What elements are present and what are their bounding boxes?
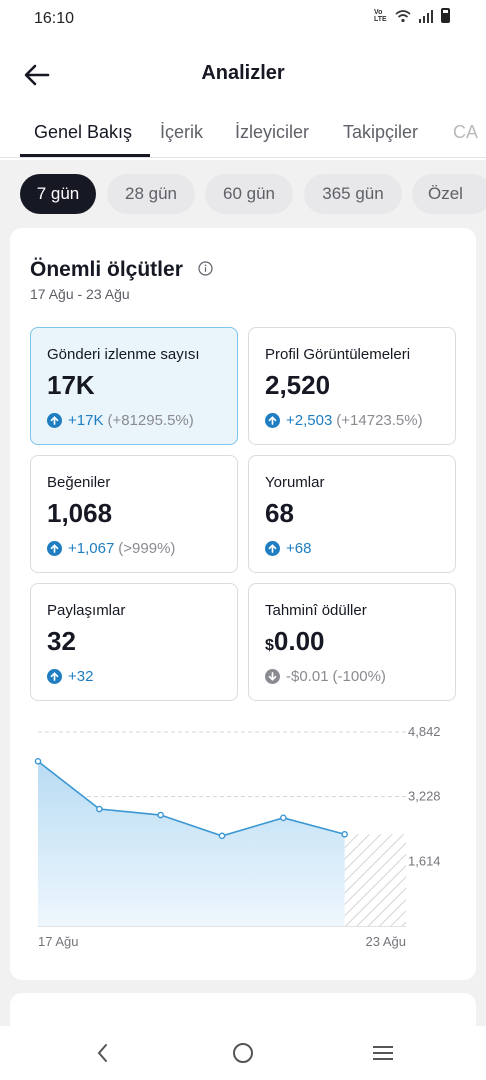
post-views-chart: 4,842 3,228 1,614 17 Ağu 23 Ağu [34, 724, 441, 949]
wifi-icon [395, 9, 411, 22]
info-icon[interactable] [198, 261, 213, 276]
y-tick-label: 3,228 [408, 789, 441, 804]
change-value: +68 [286, 540, 312, 557]
range-365-days[interactable]: 365 gün [304, 174, 402, 214]
tab-live[interactable]: CA [453, 122, 479, 142]
range-custom[interactable]: Özel [412, 174, 486, 214]
metric-profile-views[interactable]: Profil Görüntülemeleri 2,520 +2,503 (+14… [248, 327, 456, 445]
date-range-label: 17 Ağu - 23 Ağu [30, 286, 130, 302]
metric-value: $0.00 [265, 626, 325, 657]
metric-label: Paylaşımlar [47, 602, 126, 619]
page-title: Analizler [201, 62, 285, 84]
change-value: +1,067 [68, 540, 115, 557]
metric-value: 1,068 [47, 498, 113, 528]
y-tick-label: 4,842 [408, 724, 441, 739]
change-value: +2,503 [286, 412, 333, 429]
metric-value: 32 [47, 626, 76, 656]
metric-change: +2,503 (+14723.5%) [265, 412, 423, 429]
tab-overview[interactable]: Genel Bakış [34, 122, 133, 142]
x-tick-label: 17 Ağu [38, 934, 79, 949]
nav-recents-icon[interactable] [370, 1040, 396, 1066]
metric-label: Profil Görüntülemeleri [265, 346, 411, 363]
data-point [341, 830, 348, 838]
status-bar: 16:10 Vo LTE [0, 0, 486, 40]
data-point [218, 832, 226, 840]
back-arrow-icon[interactable] [22, 60, 52, 90]
metric-change: +1,067 (>999%) [47, 540, 175, 557]
data-point [157, 811, 164, 819]
header: Analizler [0, 52, 486, 96]
metric-estimated-rewards[interactable]: Tahminî ödüller $0.00 -$0.01 (-100%) [248, 583, 456, 701]
arrow-up-icon [47, 669, 62, 684]
top-area [0, 0, 486, 160]
tab-content[interactable]: İçerik [160, 122, 204, 142]
metric-value: 2,520 [265, 370, 331, 400]
arrow-up-icon [47, 541, 62, 556]
arrow-up-icon [47, 413, 62, 428]
range-7-days[interactable]: 7 gün [20, 174, 96, 214]
section-title: Önemli ölçütler [30, 258, 183, 281]
series-line [37, 760, 345, 837]
reward-amount: 0.00 [273, 626, 325, 656]
status-icons: Vo LTE [374, 8, 450, 23]
currency-symbol: $ [265, 637, 274, 654]
arrow-up-icon [265, 413, 280, 428]
metric-comments[interactable]: Yorumlar 68 +68 [248, 455, 456, 573]
metric-shares[interactable]: Paylaşımlar 32 +32 [30, 583, 238, 701]
change-value: +17K [68, 412, 104, 429]
x-tick-label: 23 Ağu [366, 934, 407, 949]
metric-label: Beğeniler [47, 474, 111, 491]
y-tick-label: 1,614 [408, 853, 441, 868]
signal-icon [419, 9, 433, 23]
change-percent: (>999%) [118, 540, 176, 557]
metric-change: +17K (+81295.5%) [47, 412, 194, 429]
metric-label: Tahminî ödüller [265, 602, 367, 619]
range-28-days[interactable]: 28 gün [107, 174, 195, 214]
change-value: +32 [68, 668, 94, 685]
arrow-down-icon [265, 669, 280, 684]
key-metrics-card: Önemli ölçütler 17 Ağu - 23 Ağu Gönderi … [10, 228, 476, 980]
data-point [96, 805, 103, 813]
metric-likes[interactable]: Beğeniler 1,068 +1,067 (>999%) [30, 455, 238, 573]
battery-icon [441, 8, 450, 23]
data-point [34, 758, 42, 765]
metric-change: -$0.01 (-100%) [265, 668, 386, 685]
data-point [280, 814, 287, 822]
metric-value: 17K [47, 370, 95, 400]
tab-bar: Genel Bakış İçerik İzleyiciler Takipçile… [0, 118, 486, 160]
tab-followers[interactable]: Takipçiler [343, 122, 419, 142]
series-area [38, 761, 345, 926]
nav-home-icon[interactable] [230, 1040, 256, 1066]
change-percent: (+14723.5%) [336, 412, 423, 429]
tab-viewers[interactable]: İzleyiciler [235, 122, 310, 142]
volte-icon: Vo LTE [374, 8, 387, 23]
change-percent: (+81295.5%) [107, 412, 194, 429]
nav-back-icon[interactable] [90, 1040, 116, 1066]
active-tab-indicator [20, 154, 150, 157]
metric-value: 68 [265, 498, 294, 528]
metric-post-views[interactable]: Gönderi izlenme sayısı 17K +17K (+81295.… [30, 327, 238, 445]
incomplete-period-hatch [344, 834, 406, 926]
arrow-up-icon [265, 541, 280, 556]
change-value: -$0.01 [286, 668, 329, 685]
system-nav-bar [0, 1026, 486, 1080]
metric-label: Yorumlar [265, 474, 325, 491]
change-percent: (-100%) [332, 668, 386, 685]
date-range-selector: 7 gün 28 gün 60 gün 365 gün Özel [20, 174, 486, 216]
status-time: 16:10 [34, 10, 75, 27]
metric-change: +32 [47, 668, 97, 685]
range-60-days[interactable]: 60 gün [205, 174, 293, 214]
tabs-divider [0, 157, 486, 158]
metric-change: +68 [265, 540, 315, 557]
metric-label: Gönderi izlenme sayısı [47, 346, 200, 363]
